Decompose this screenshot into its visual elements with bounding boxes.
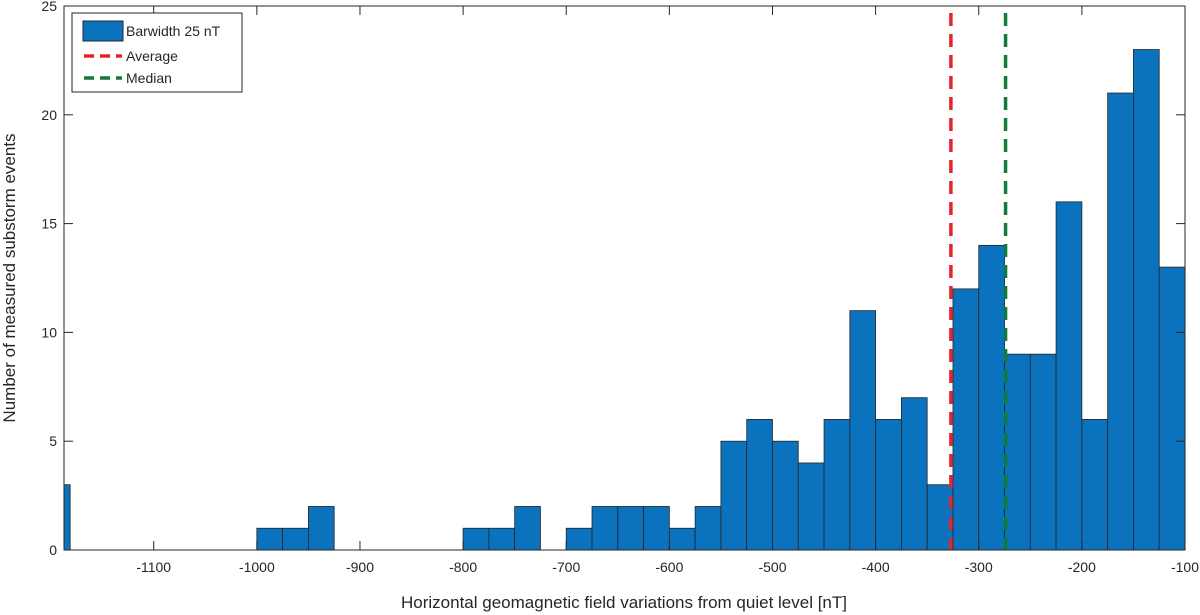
histogram-bar	[823, 419, 851, 551]
histogram-bar	[63, 484, 71, 551]
histogram-bar	[1133, 49, 1160, 551]
histogram-bar	[772, 440, 799, 551]
y-tick-label: 25	[41, 0, 57, 14]
axis-ticks	[64, 5, 1186, 551]
histogram-bar	[926, 484, 954, 551]
histogram-bar	[643, 506, 670, 551]
histogram-bar	[978, 244, 1005, 551]
axis-tick-labels: -1100 -1000 -900 -800 -700 -600 -500 -400 -300 -2…	[41, 0, 1199, 575]
histogram-bar	[1107, 92, 1134, 551]
histogram-bar	[308, 506, 335, 551]
x-tick-label: -1000	[239, 559, 275, 575]
histogram-bar	[694, 506, 722, 551]
histogram-bar	[1158, 266, 1186, 551]
x-tick-label: -100	[1171, 559, 1199, 575]
histogram-bar	[849, 310, 877, 551]
histogram-bars	[63, 49, 1186, 551]
x-tick-label: -200	[1068, 559, 1096, 575]
legend-swatch-bar	[82, 20, 124, 42]
histogram-bar	[668, 527, 696, 551]
legend-label-median: Median	[126, 70, 172, 86]
y-tick-label: 15	[41, 216, 57, 232]
plot-frame	[63, 5, 1186, 551]
histogram-bar	[514, 506, 541, 551]
histogram-bar	[488, 527, 516, 551]
histogram-bar	[282, 527, 309, 551]
x-tick-label: -900	[346, 559, 374, 575]
histogram-bar	[720, 440, 748, 551]
histogram-bar	[875, 419, 902, 551]
histogram-bar	[462, 527, 490, 551]
histogram-bar	[1004, 353, 1031, 551]
histogram-bar	[1081, 419, 1109, 551]
legend: Barwidth 25 nT Average Median	[71, 12, 243, 93]
x-tick-label: -800	[449, 559, 477, 575]
legend-label-average: Average	[126, 48, 178, 64]
histogram-bar	[565, 527, 593, 551]
y-axis-label: Number of measured substorm events	[0, 133, 19, 422]
x-tick-label: -600	[655, 559, 683, 575]
histogram-bar	[617, 506, 644, 551]
y-tick-label: 10	[41, 324, 57, 340]
histogram-bar	[591, 506, 619, 551]
legend-label-bar: Barwidth 25 nT	[126, 23, 221, 39]
x-tick-label: -500	[758, 559, 786, 575]
y-tick-label: 20	[41, 107, 57, 123]
histogram-bar	[1029, 353, 1057, 551]
x-tick-label: -300	[965, 559, 993, 575]
histogram-bar	[256, 527, 284, 551]
y-tick-label: 0	[49, 542, 57, 558]
histogram-bar	[900, 397, 928, 551]
histogram-bar	[1055, 201, 1083, 551]
histogram-bar	[952, 288, 980, 551]
x-tick-label: -400	[862, 559, 890, 575]
histogram-bar	[797, 462, 825, 551]
reference-lines	[949, 13, 1008, 550]
y-tick-label: 5	[49, 433, 57, 449]
histogram-bar	[746, 419, 773, 551]
x-tick-label: -700	[552, 559, 580, 575]
x-tick-label: -1100	[136, 559, 171, 575]
x-axis-label: Horizontal geomagnetic field variations …	[401, 593, 847, 612]
